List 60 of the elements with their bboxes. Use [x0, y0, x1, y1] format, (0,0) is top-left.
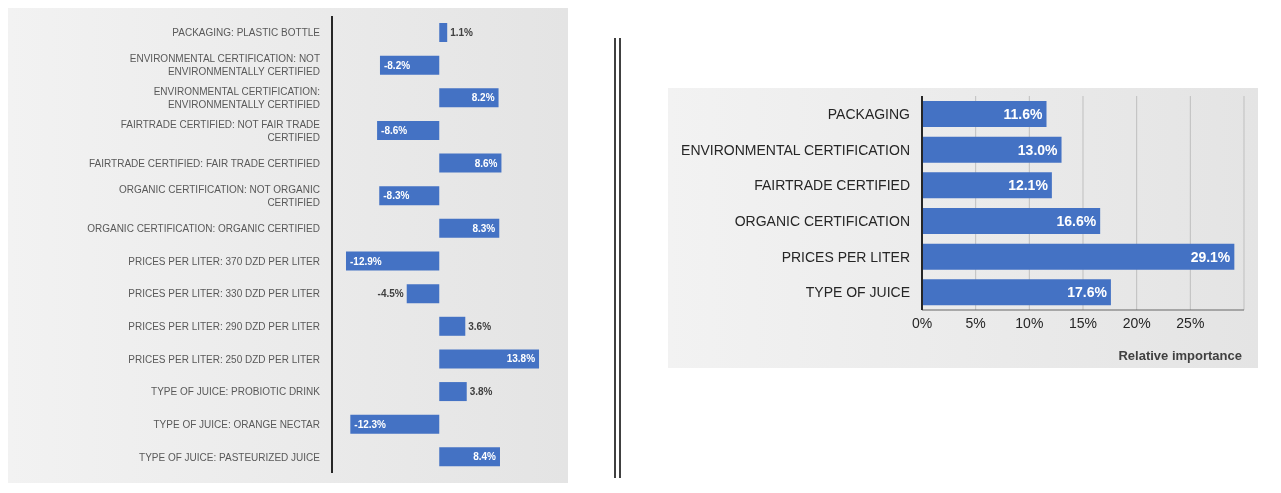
bar: [345, 251, 440, 271]
bar: [922, 243, 1235, 270]
y-tick-label: TYPE OF JUICE: PASTEURIZED JUICE: [139, 451, 321, 463]
data-label: 12.1%: [1008, 177, 1049, 194]
bar: [922, 279, 1111, 306]
data-label: 8.6%: [474, 157, 498, 169]
bar: [406, 284, 440, 304]
data-label: 16.6%: [1056, 213, 1097, 229]
y-tick-label: FAIRTRADE CERTIFIED: NOT FAIR TRADE CERTIFIED: [120, 118, 321, 143]
y-tick-label: ENVIRONMENTAL CERTIFICATION: ENVIRONMENTALLY CERTIFIED: [153, 85, 320, 110]
data-label: 13.8%: [506, 353, 536, 365]
bar: [439, 382, 467, 402]
x-tick-label: 10%: [1015, 314, 1044, 331]
data-label: 3.8%: [469, 386, 493, 398]
data-label: 17.6%: [1067, 284, 1108, 301]
y-tick-label: FAIRTRADE CERTIFIED: FAIR TRADE CERTIFIED: [89, 157, 320, 169]
bar: [922, 172, 1052, 199]
x-axis-title: Relative importance: [1118, 348, 1242, 363]
bar: [439, 349, 540, 369]
y-tick-label: FAIRTRADE CERTIFIED: [754, 177, 910, 194]
y-tick-label: PRICES PER LITER: [781, 248, 910, 265]
bar: [922, 136, 1062, 163]
data-label: 1.1%: [450, 27, 474, 38]
x-tick-label: 5%: [965, 314, 986, 331]
y-tick-label: ENVIRONMENTAL CERTIFICATION: NOT ENVIRONMENTALLY CERTIFIED: [129, 52, 320, 77]
data-label: 29.1%: [1190, 248, 1231, 265]
bar: [439, 23, 448, 42]
y-tick-label: PRICES PER LITER: 370 DZD PER LITER: [128, 255, 320, 267]
data-label: 8.2%: [471, 92, 495, 104]
y-tick-label: ORGANIC CERTIFICATION: ORGANIC CERTIFIED: [87, 222, 320, 234]
y-tick-label: PRICES PER LITER: 330 DZD PER LITER: [128, 287, 320, 299]
data-label: -12.9%: [349, 255, 382, 267]
data-label: -8.3%: [383, 190, 410, 202]
x-tick-label: 15%: [1068, 314, 1098, 331]
y-tick-label: ORGANIC CERTIFICATION: [734, 212, 910, 229]
y-tick-label: PRICES PER LITER: 250 DZD PER LITER: [128, 353, 320, 365]
x-tick-label: 0%: [911, 314, 933, 331]
y-tick-label: PRICES PER LITER: 290 DZD PER LITER: [128, 320, 320, 332]
bar: [922, 101, 1047, 127]
bar: [350, 414, 440, 434]
y-tick-label: PACKAGING: [827, 105, 910, 122]
y-tick-label: TYPE OF JUICE: PROBIOTIC DRINK: [151, 385, 321, 397]
data-label: 3.6%: [468, 320, 492, 332]
x-tick-label: 25%: [1176, 314, 1205, 331]
y-tick-label: TYPE OF JUICE: [805, 284, 910, 301]
data-label: -8.6%: [381, 124, 408, 136]
y-tick-label: ENVIRONMENTAL CERTIFICATION: [681, 141, 910, 158]
data-label: 11.6%: [1003, 106, 1044, 122]
data-label: -8.2%: [383, 59, 411, 71]
y-tick-label: ORGANIC CERTIFICATION: NOT ORGANIC CERTIFIED: [118, 183, 320, 208]
data-label: 8.4%: [473, 451, 497, 463]
bar: [439, 316, 466, 336]
data-label: 13.0%: [1017, 141, 1059, 158]
data-label: 8.3%: [472, 222, 496, 234]
data-label: -12.3%: [354, 418, 387, 430]
y-tick-label: PACKAGING: PLASTIC BOTTLE: [172, 26, 321, 38]
bar: [922, 208, 1101, 234]
x-tick-label: 20%: [1122, 314, 1151, 331]
data-label: -4.5%: [377, 288, 404, 300]
y-tick-label: TYPE OF JUICE: ORANGE NECTAR: [153, 418, 320, 430]
